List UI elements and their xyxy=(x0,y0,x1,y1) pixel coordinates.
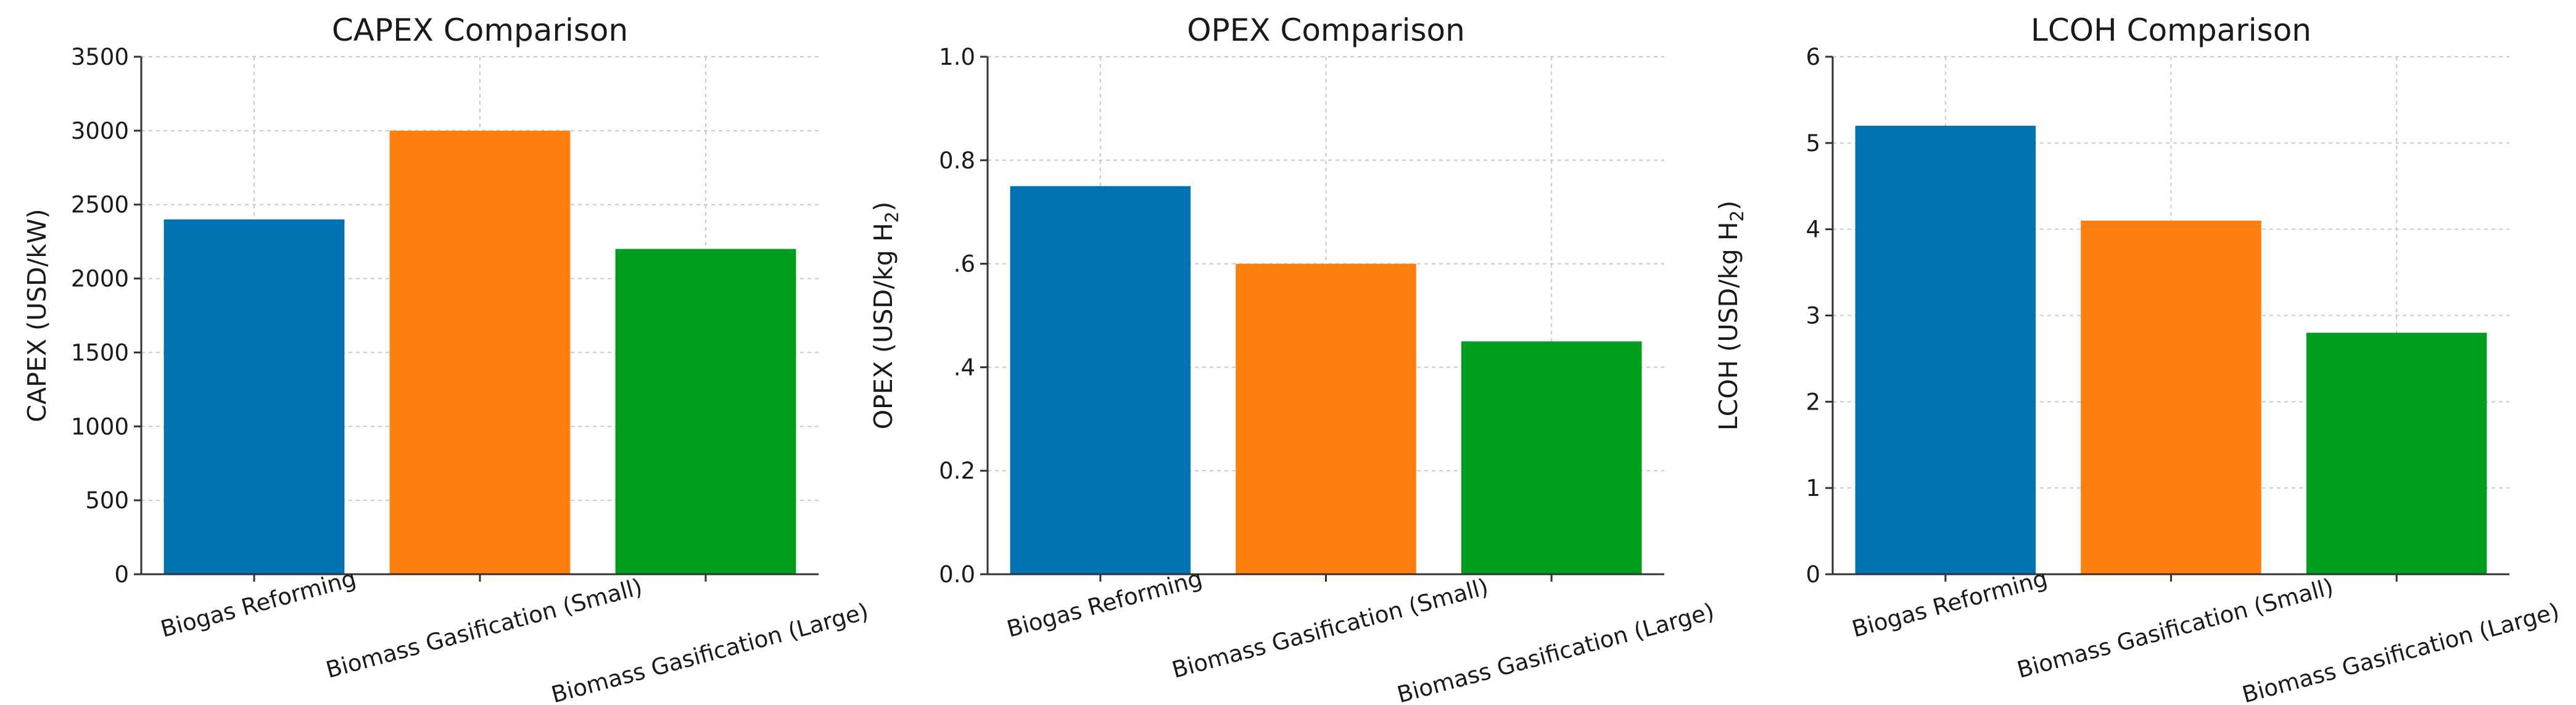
y-tick-label: 3000 xyxy=(71,118,129,144)
x-tick-label: Biomass Gasification (Small) xyxy=(1169,574,1491,683)
y-axis-label-text: OPEX (USD/kg H xyxy=(869,223,898,429)
y-axis-label-suffix: ) xyxy=(869,202,898,212)
y-tick-label: 1000 xyxy=(71,413,129,440)
y-tick-label: 3500 xyxy=(71,44,129,70)
y-axis-label-subscript: 2 xyxy=(1727,210,1748,221)
y-axis-label: OPEX (USD/kg H2) xyxy=(869,202,902,430)
y-axis-label-text: CAPEX (USD/kW) xyxy=(22,208,52,422)
y-axis-label: LCOH (USD/kg H2) xyxy=(1714,200,1748,431)
y-tick-label: 0 xyxy=(114,561,129,588)
y-tick-label: 4 xyxy=(1806,216,1820,243)
x-tick-label: Biomass Gasification (Large) xyxy=(2239,598,2562,705)
bar-3 xyxy=(615,249,796,575)
x-tick-label: Biomass Gasification (Large) xyxy=(548,598,871,705)
y-axis-label-text: LCOH (USD/kg H xyxy=(1714,221,1743,431)
x-tick-label: Biogas Reforming xyxy=(1849,565,2050,643)
y-tick-label: 0.0 xyxy=(939,561,975,588)
x-tick-label: Biomass Gasification (Small) xyxy=(2014,574,2336,683)
bar-3 xyxy=(1461,341,1642,574)
y-tick-label: 2000 xyxy=(71,266,129,292)
bar-2 xyxy=(389,130,571,574)
chart-title: CAPEX Comparison xyxy=(332,12,628,48)
y-tick-label: .6 xyxy=(954,251,975,278)
y-axis-label: CAPEX (USD/kW) xyxy=(22,208,52,422)
y-tick-label: 2500 xyxy=(71,192,129,218)
x-tick-label: Biogas Reforming xyxy=(1004,565,1205,643)
y-tick-label: 0 xyxy=(1806,561,1820,588)
x-tick-label: Biogas Reforming xyxy=(158,565,359,643)
y-tick-label: 3 xyxy=(1806,303,1820,329)
y-tick-label: 0.2 xyxy=(939,458,975,484)
chart-panel-1: 0 500 1000 1500 2000 2500 3000 3500 Biogas Refor… xyxy=(22,12,871,705)
x-tick-label: Biomass Gasification (Large) xyxy=(1394,598,1717,705)
y-tick-label: 1 xyxy=(1806,475,1820,501)
y-tick-label: 2 xyxy=(1806,389,1820,415)
y-tick-label: 6 xyxy=(1806,44,1820,70)
bar-2 xyxy=(2081,220,2261,574)
bar-1 xyxy=(1010,186,1191,574)
x-tick-label: Biomass Gasification (Small) xyxy=(323,574,645,683)
bar-1 xyxy=(163,219,345,575)
y-tick-label: 0.8 xyxy=(939,147,975,174)
y-axis-label-subscript: 2 xyxy=(881,212,902,223)
chart-title: OPEX Comparison xyxy=(1187,12,1465,48)
y-axis-label-suffix: ) xyxy=(1714,200,1743,210)
bar-3 xyxy=(2306,332,2487,574)
y-tick-label: .4 xyxy=(954,354,975,381)
y-tick-label: 1500 xyxy=(71,339,129,366)
chart-title: LCOH Comparison xyxy=(2031,12,2311,48)
bar-1 xyxy=(1855,125,2036,574)
y-tick-label: 5 xyxy=(1806,130,1820,157)
y-tick-label: 500 xyxy=(85,487,129,514)
bar-2 xyxy=(1236,263,1416,574)
y-tick-label: 1.0 xyxy=(939,44,975,70)
